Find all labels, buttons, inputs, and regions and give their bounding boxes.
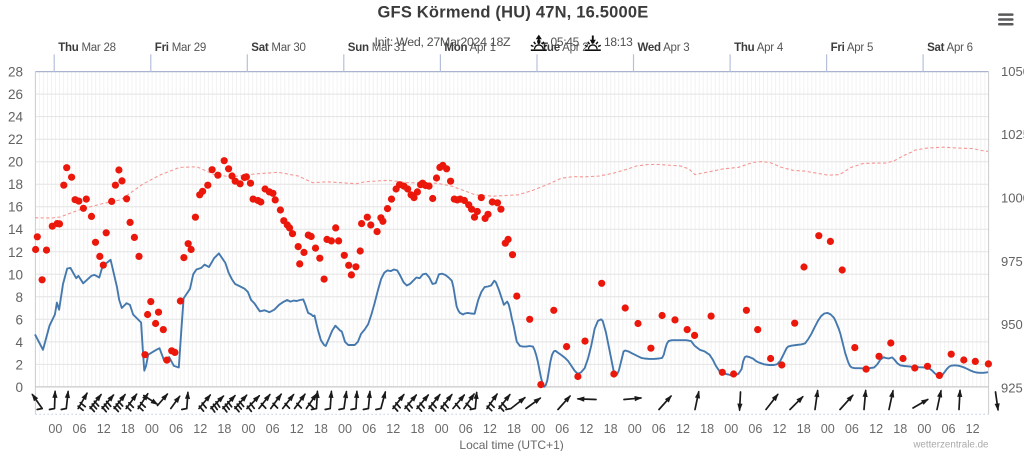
svg-text:12: 12 xyxy=(869,422,883,436)
svg-text:Fri Mar 29: Fri Mar 29 xyxy=(155,42,206,54)
svg-text:2: 2 xyxy=(15,357,23,372)
svg-text:18: 18 xyxy=(507,422,521,436)
svg-text:4: 4 xyxy=(15,335,23,350)
svg-text:12: 12 xyxy=(772,422,786,436)
svg-text:00: 00 xyxy=(338,422,352,436)
svg-text:Wed Apr 3: Wed Apr 3 xyxy=(638,42,690,54)
svg-text:18: 18 xyxy=(121,422,135,436)
svg-text:06: 06 xyxy=(748,422,762,436)
svg-text:06: 06 xyxy=(652,422,666,436)
svg-text:925: 925 xyxy=(1001,380,1023,395)
svg-text:18: 18 xyxy=(700,422,714,436)
svg-text:18: 18 xyxy=(604,422,618,436)
svg-text:Init: Wed, 27Mar2024 18Z: Init: Wed, 27Mar2024 18Z xyxy=(375,35,512,49)
svg-text:1050: 1050 xyxy=(1001,64,1024,79)
svg-text:05:45: 05:45 xyxy=(551,35,580,49)
svg-text:06: 06 xyxy=(941,422,955,436)
svg-text:06: 06 xyxy=(555,422,569,436)
svg-text:12: 12 xyxy=(483,422,497,436)
svg-text:00: 00 xyxy=(917,422,931,436)
svg-text:06: 06 xyxy=(459,422,473,436)
svg-text:12: 12 xyxy=(676,422,690,436)
svg-text:00: 00 xyxy=(821,422,835,436)
svg-text:06: 06 xyxy=(169,422,183,436)
svg-text:00: 00 xyxy=(145,422,159,436)
svg-text:Sat Apr 6: Sat Apr 6 xyxy=(927,42,973,54)
svg-text:8: 8 xyxy=(15,290,23,305)
svg-text:18: 18 xyxy=(217,422,231,436)
svg-text:14: 14 xyxy=(8,222,24,237)
svg-text:24: 24 xyxy=(8,110,24,125)
svg-text:00: 00 xyxy=(435,422,449,436)
svg-text:06: 06 xyxy=(72,422,86,436)
svg-text:06: 06 xyxy=(362,422,376,436)
svg-text:18: 18 xyxy=(797,422,811,436)
svg-text:16: 16 xyxy=(8,200,23,215)
svg-text:10: 10 xyxy=(8,267,23,282)
svg-text:18: 18 xyxy=(410,422,424,436)
svg-text:1000: 1000 xyxy=(1001,191,1024,206)
svg-text:Fri Apr 5: Fri Apr 5 xyxy=(831,42,874,54)
svg-text:Local time (UTC+1): Local time (UTC+1) xyxy=(459,438,563,451)
svg-text:6: 6 xyxy=(15,312,23,327)
svg-text:wetterzentrale.de: wetterzentrale.de xyxy=(912,440,989,451)
svg-text:00: 00 xyxy=(48,422,62,436)
svg-text:12: 12 xyxy=(8,245,23,260)
svg-text:20: 20 xyxy=(8,155,23,170)
svg-text:12: 12 xyxy=(97,422,111,436)
svg-text:00: 00 xyxy=(628,422,642,436)
svg-text:12: 12 xyxy=(579,422,593,436)
svg-text:1025: 1025 xyxy=(1001,127,1024,142)
svg-text:22: 22 xyxy=(8,132,23,147)
svg-text:0: 0 xyxy=(15,380,23,395)
svg-text:18: 18 xyxy=(314,422,328,436)
svg-text:12: 12 xyxy=(386,422,400,436)
svg-text:26: 26 xyxy=(8,87,23,102)
svg-text:Thu Mar 28: Thu Mar 28 xyxy=(58,42,116,54)
svg-text:06: 06 xyxy=(266,422,280,436)
svg-text:28: 28 xyxy=(8,65,23,80)
svg-text:950: 950 xyxy=(1001,317,1023,332)
svg-text:00: 00 xyxy=(241,422,255,436)
svg-text:975: 975 xyxy=(1001,254,1023,269)
svg-text:00: 00 xyxy=(724,422,738,436)
svg-text:18: 18 xyxy=(893,422,907,436)
svg-text:12: 12 xyxy=(193,422,207,436)
svg-text:Thu Apr 4: Thu Apr 4 xyxy=(734,42,784,54)
svg-text:12: 12 xyxy=(966,422,980,436)
svg-text:00: 00 xyxy=(531,422,545,436)
svg-text:06: 06 xyxy=(845,422,859,436)
svg-text:18:13: 18:13 xyxy=(604,35,633,49)
svg-text:18: 18 xyxy=(8,177,23,192)
svg-text:12: 12 xyxy=(290,422,304,436)
svg-text:GFS Körmend (HU) 47N, 16.5000E: GFS Körmend (HU) 47N, 16.5000E xyxy=(378,4,649,22)
svg-text:Sat Mar 30: Sat Mar 30 xyxy=(251,42,305,54)
